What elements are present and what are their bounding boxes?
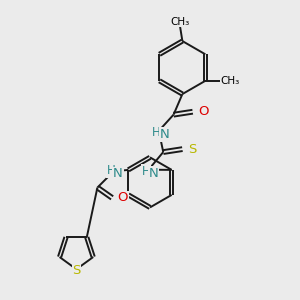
Text: CH₃: CH₃ xyxy=(220,76,240,86)
Text: O: O xyxy=(199,105,209,118)
Text: O: O xyxy=(117,191,128,204)
Text: H: H xyxy=(107,164,116,177)
Text: S: S xyxy=(72,264,81,277)
Text: H: H xyxy=(142,165,151,178)
Text: N: N xyxy=(149,167,159,180)
Text: N: N xyxy=(113,167,123,180)
Text: S: S xyxy=(188,142,196,156)
Text: N: N xyxy=(159,128,169,141)
Text: H: H xyxy=(152,126,161,139)
Text: CH₃: CH₃ xyxy=(170,17,190,27)
